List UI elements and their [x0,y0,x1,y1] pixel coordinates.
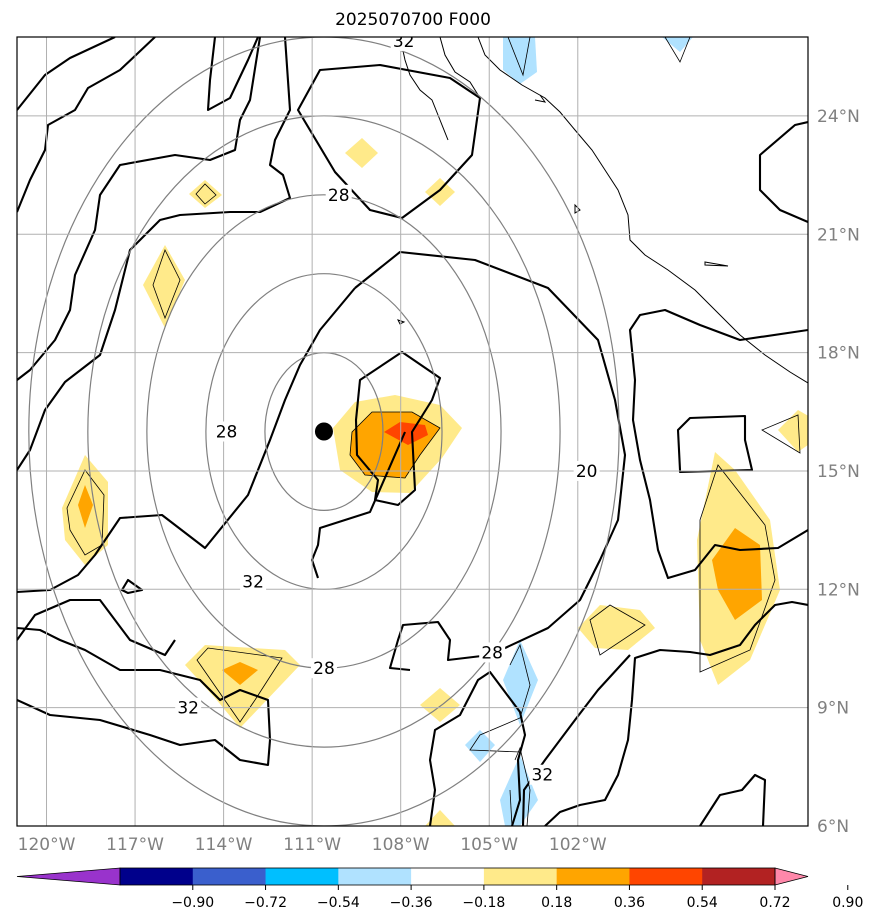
range-ring [28,37,620,826]
colorbar-segment [702,868,776,885]
contour-labels: 28 28 32 28 32 20 28 32 32 [175,32,600,786]
colorbar-tick-label: 0.54 [687,895,718,911]
colorbar-segment [192,868,267,885]
thick-contours [17,37,808,826]
colorbar-segment [338,868,412,885]
colorbar-extend-high [774,867,809,886]
colorbar-tick-label: −0.18 [462,895,505,911]
contour-label: 28 [216,423,238,443]
contour-label: 32 [393,32,415,52]
contour-label: 32 [242,572,264,592]
contour-label-bg [175,697,202,718]
colorbar-segment [483,868,558,885]
colorbar-tick-label: 0.72 [759,895,790,911]
latitude-tick-label: 9°N [817,699,849,719]
latitude-tick-label: 12°N [817,580,860,600]
colorbar-tick-label: 0.90 [832,895,863,911]
longitude-tick-label: 120°W [18,835,76,855]
coastline [397,37,808,384]
thin-contours [66,37,801,826]
latitude-tick-label: 21°N [817,225,860,245]
contour-label: 28 [481,643,503,663]
contour-label: 32 [532,766,554,786]
latitude-tick-label: 6°N [817,817,849,837]
contour-label-bg [479,642,506,663]
contour-label-bg [390,37,417,51]
latitude-tick-label: 15°N [817,462,860,482]
colorbar-segment [265,868,339,885]
contour-label-bg [213,421,240,442]
latitude-tick-label: 18°N [817,344,860,364]
contour-label-bg [529,764,556,785]
lat-lon-gridlines [17,37,808,826]
contour-label-bg [573,460,600,481]
longitude-tick-labels: 120°W 117°W 114°W 111°W 108°W 105°W 102°W [18,835,607,855]
colorbar-segment [556,868,630,885]
colorbar-tick-label: 0.18 [541,895,572,911]
contour-label-bg [240,571,267,592]
latitude-tick-label: 24°N [817,107,860,127]
contour-label: 20 [576,462,598,482]
longitude-tick-label: 105°W [460,835,518,855]
colorbar-segment [629,868,703,885]
latitude-tick-labels: 24°N 21°N 18°N 15°N 12°N 9°N 6°N [817,107,860,837]
plot-frame [16,36,809,827]
contour-label: 32 [177,699,199,719]
storm-center-marker [314,422,333,441]
colorbar-tick-label: −0.36 [390,895,433,911]
longitude-tick-label: 108°W [372,835,430,855]
colorbar-frame [119,867,776,886]
longitude-tick-label: 111°W [283,835,341,855]
warm-core-red [384,422,428,445]
colorbar-tick-label: −0.72 [244,895,287,911]
colorbar-tick-label: −0.54 [317,895,360,911]
contour-label-bg [310,658,337,679]
contour-label-bg [325,184,352,205]
map-title: 2025070700 F000 [335,10,491,30]
colorbar-extend-low [16,867,121,886]
colorbar: −0.90 −0.72 −0.54 −0.36 −0.18 0.18 0.36 0.54 0.7… [16,867,863,911]
contour-label: 28 [313,659,335,679]
colorbar-tick-label: 0.36 [614,895,645,911]
longitude-tick-label: 114°W [195,835,253,855]
colorbar-tick-label: −0.90 [171,895,214,911]
colorbar-segment [411,868,485,885]
longitude-tick-label: 117°W [106,835,164,855]
longitude-tick-label: 102°W [549,835,607,855]
colorbar-segment [120,868,194,885]
contour-label: 28 [328,186,350,206]
